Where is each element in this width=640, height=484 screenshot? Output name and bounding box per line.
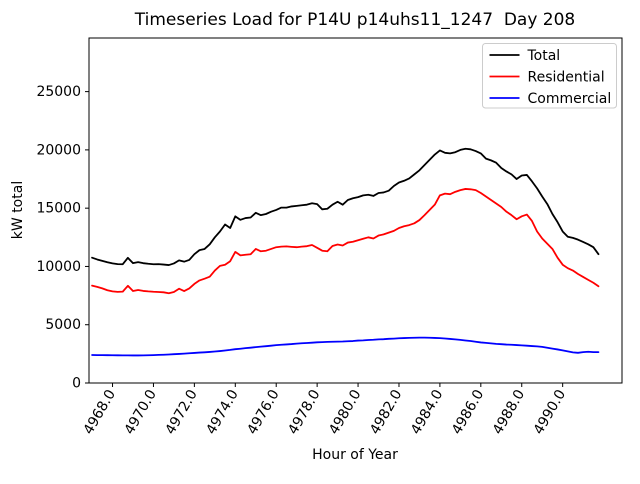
y-tick-label: 25000	[36, 84, 81, 100]
legend-label-residential: Residential	[528, 70, 605, 86]
series-line-commercial	[91, 336, 600, 357]
legend-label-commercial: Commercial	[528, 91, 612, 107]
legend-label-total: Total	[527, 48, 561, 64]
y-tick-label: 0	[72, 376, 81, 392]
x-axis-label: Hour of Year	[312, 447, 398, 463]
y-tick-label: 15000	[36, 201, 81, 217]
series-line-residential	[91, 188, 600, 295]
legend: Total Residential Commercial	[482, 43, 617, 109]
legend-box	[482, 43, 617, 109]
y-tick-label: 10000	[36, 259, 81, 275]
y-axis-label: kW total	[10, 181, 26, 239]
chart-title: Timeseries Load for P14U p14uhs11_1247 D…	[134, 10, 576, 30]
data-series	[91, 147, 600, 357]
y-tick-label: 20000	[36, 142, 81, 158]
series-line-total	[91, 147, 600, 266]
y-tick-label: 5000	[45, 317, 81, 333]
